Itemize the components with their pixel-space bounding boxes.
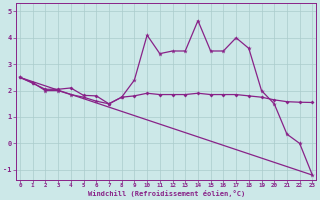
X-axis label: Windchill (Refroidissement éolien,°C): Windchill (Refroidissement éolien,°C) xyxy=(88,190,245,197)
